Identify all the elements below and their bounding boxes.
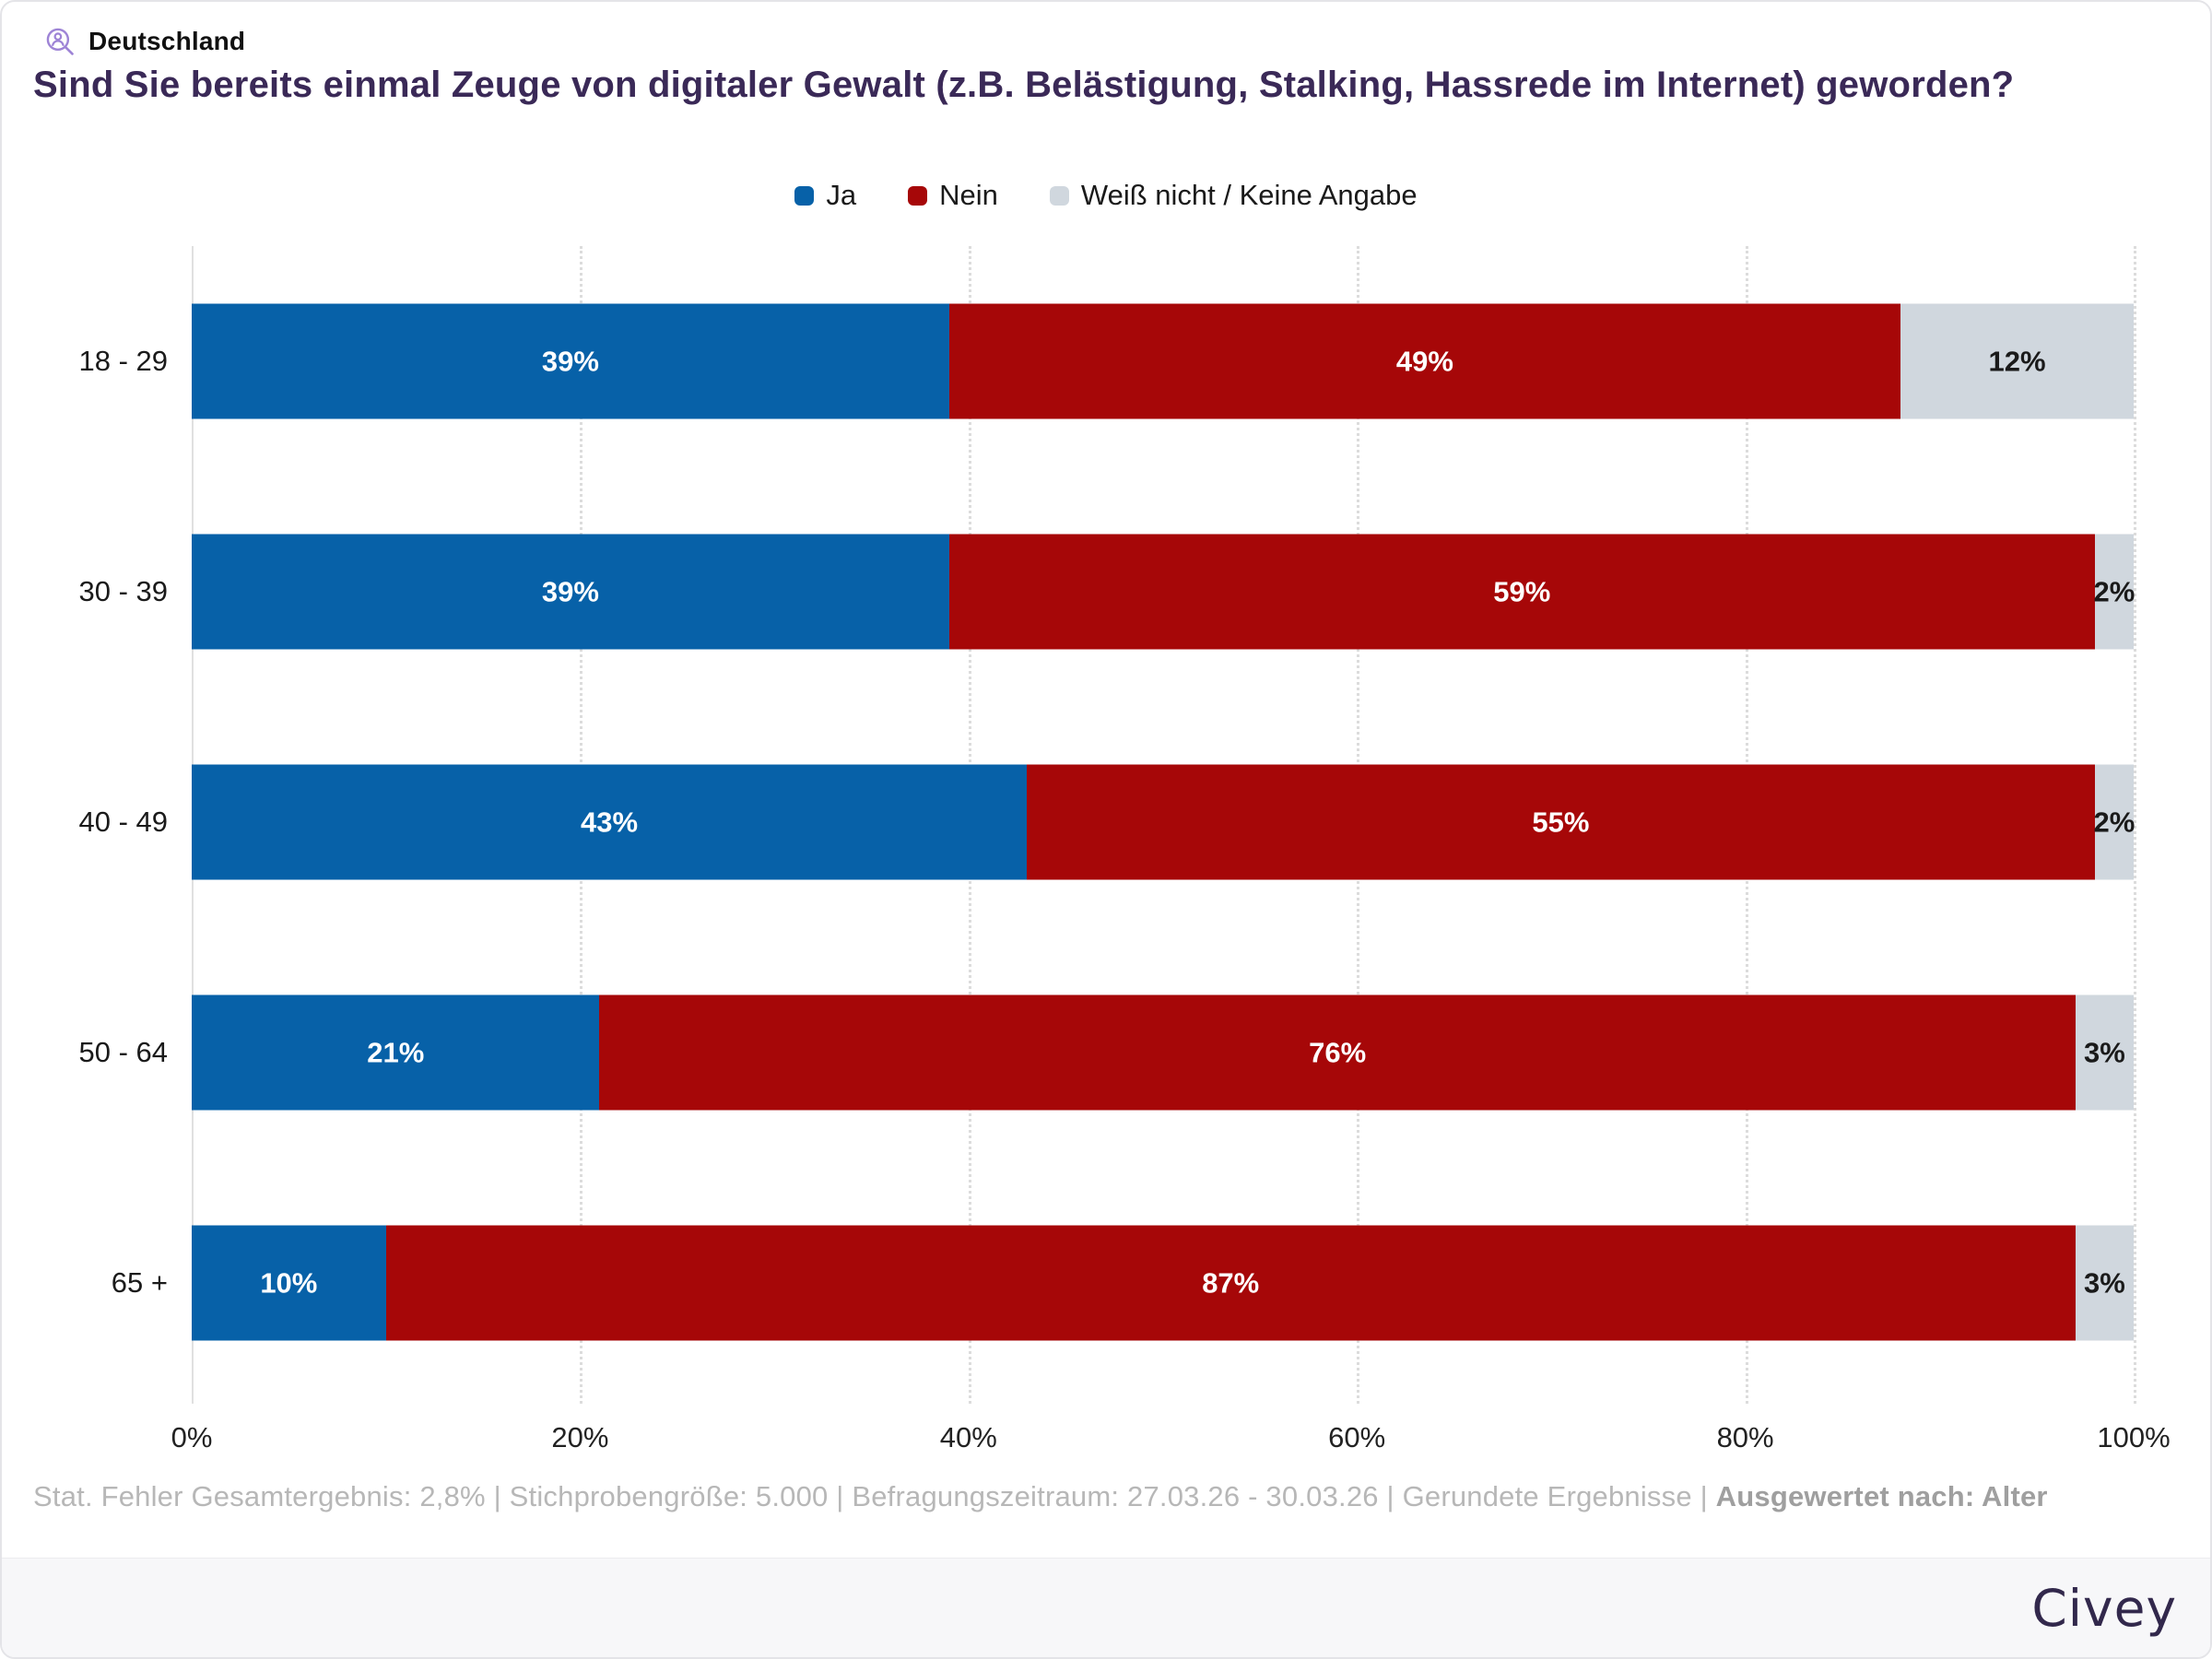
x-tick-label-40%: 40% (939, 1421, 997, 1453)
segment-value-label: 49% (1395, 345, 1453, 377)
x-tick-label-60%: 60% (1328, 1421, 1386, 1453)
segment-value-label: 39% (541, 345, 599, 377)
bar-segment-nein: 76% (599, 994, 2076, 1111)
category-label: 65 + (111, 1266, 168, 1299)
x-axis-tick-labels: 0% 20% 40% 60% 80% 100% (171, 1421, 2171, 1458)
bar-segment-weiss-nicht-keine-angabe: 12% (1900, 303, 2134, 419)
bar-row-50-64: 50 - 64 21% 76% 3% (78, 937, 2134, 1168)
grid-line-100% (2134, 246, 2136, 1404)
region-row: Deutschland (44, 26, 245, 57)
segment-value-label: 55% (1532, 806, 1590, 838)
region-label: Deutschland (88, 27, 246, 55)
segment-value-label: 21% (367, 1036, 425, 1068)
legend-marker-weiss-nicht-keine-angabe (1049, 185, 1069, 206)
methodology-footnote: Stat. Fehler Gesamtergebnis: 2,8% | Stic… (33, 1480, 2173, 1513)
bar-segment-nein: 87% (385, 1225, 2076, 1341)
legend-label-weiss-nicht-keine-angabe: Weiß nicht / Keine Angabe (1080, 179, 1418, 211)
stacked-bar: 21% 76% 3% (192, 994, 2134, 1111)
bar-segment-weiss-nicht-keine-angabe: 3% (2075, 994, 2134, 1111)
segment-value-label: 2% (2093, 806, 2136, 838)
x-tick-label-20%: 20% (551, 1421, 609, 1453)
stacked-bar: 10% 87% 3% (192, 1225, 2134, 1341)
bar-segment-ja: 39% (192, 303, 949, 419)
segment-value-label: 87% (1202, 1266, 1260, 1299)
stacked-bar: 39% 49% 12% (192, 303, 2134, 419)
brand-bar: Civey (2, 1558, 2210, 1657)
legend-label-ja: Ja (826, 179, 857, 211)
bar-segment-weiss-nicht-keine-angabe: 2% (2093, 534, 2136, 650)
footnote-text: Stat. Fehler Gesamtergebnis: 2,8% | Stic… (33, 1480, 1716, 1512)
x-tick-label-100%: 100% (2097, 1421, 2171, 1453)
legend-label-nein: Nein (939, 179, 998, 211)
person-search-icon (46, 28, 74, 55)
bar-segment-ja: 21% (192, 994, 600, 1111)
footnote-highlight: Ausgewertet nach: Alter (1715, 1480, 2048, 1512)
legend-item-ja[interactable]: Ja (794, 179, 856, 212)
bar-segment-nein: 59% (948, 534, 2095, 650)
bar-segment-weiss-nicht-keine-angabe: 2% (2093, 764, 2136, 880)
category-label: 50 - 64 (78, 1036, 168, 1068)
segment-value-label: 12% (1988, 345, 2046, 377)
bar-row-40-49: 40 - 49 43% 55% 2% (78, 707, 2136, 937)
chart-legend: Ja Nein Weiß nicht / Keine Angabe (2, 179, 2210, 212)
legend-marker-ja (794, 185, 815, 206)
segment-value-label: 43% (580, 806, 639, 838)
segment-value-label: 76% (1309, 1036, 1367, 1068)
segment-value-label: 3% (2083, 1266, 2125, 1299)
plot-area: 18 - 29 39% 49% 12% 30 - 39 39% 59% 2% 40 - 49 43… (78, 246, 2136, 1404)
bar-segment-ja: 43% (192, 764, 1027, 880)
bar-row-30-39: 30 - 39 39% 59% 2% (78, 477, 2136, 707)
category-label: 30 - 39 (78, 575, 168, 607)
stacked-bar: 39% 59% 2% (192, 534, 2136, 650)
segment-value-label: 59% (1493, 575, 1551, 607)
bar-row-65+: 65 + 10% 87% 3% (112, 1168, 2134, 1398)
segment-value-label: 3% (2083, 1036, 2125, 1068)
category-label: 18 - 29 (78, 345, 168, 377)
segment-value-label: 39% (541, 575, 599, 607)
bar-segment-nein: 55% (1027, 764, 2095, 880)
x-tick-label-80%: 80% (1716, 1421, 1774, 1453)
x-tick-label-0%: 0% (171, 1421, 213, 1453)
legend-item-weiss-nicht-keine-angabe[interactable]: Weiß nicht / Keine Angabe (1049, 179, 1418, 212)
bar-segment-nein: 49% (948, 303, 1901, 419)
bar-row-18-29: 18 - 29 39% 49% 12% (78, 246, 2134, 477)
segment-value-label: 2% (2093, 575, 2136, 607)
stacked-bar: 43% 55% 2% (192, 764, 2136, 880)
bar-segment-weiss-nicht-keine-angabe: 3% (2075, 1225, 2134, 1341)
page-title: Sind Sie bereits einmal Zeuge von digita… (33, 65, 2015, 105)
segment-value-label: 10% (260, 1266, 318, 1299)
civey-logo-link[interactable]: Civey (2031, 1578, 2177, 1638)
legend-item-nein[interactable]: Nein (908, 179, 998, 212)
legend-marker-nein (908, 185, 928, 206)
bar-segment-ja: 39% (192, 534, 949, 650)
bar-segment-ja: 10% (192, 1225, 386, 1341)
category-label: 40 - 49 (78, 806, 168, 838)
